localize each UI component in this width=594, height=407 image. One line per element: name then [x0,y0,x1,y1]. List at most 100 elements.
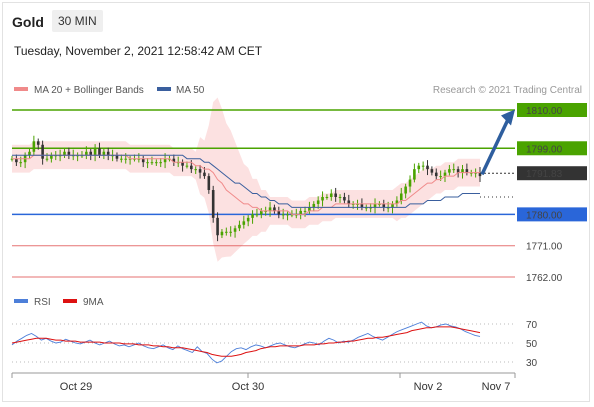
candle-body-67 [303,210,307,212]
candle-body-49 [225,231,228,233]
timestamp: Tuesday, November 2, 2021 12:58:42 AM CE… [14,44,263,58]
candle-body-41 [190,165,193,170]
x-tick-label-2: Nov 2 [414,381,443,393]
candle-body-74 [334,193,337,197]
ma20-legend-label: MA 20 + Bollinger Bands [34,85,144,96]
candle-body-85 [382,203,386,208]
candle-body-92 [413,169,416,180]
candle-body-28 [133,158,136,160]
ma50-line [12,154,480,208]
candle-body-16 [80,155,84,157]
rsi-ytick-30: 30 [526,358,538,369]
candle-body-107 [478,172,482,177]
candle-body-0 [10,158,14,160]
candle-body-42 [194,169,198,171]
candle-body-96 [430,169,434,173]
candle-body-13 [67,151,71,156]
candle-body-34 [159,162,163,164]
candle-body-53 [242,221,246,225]
candle-body-95 [426,165,429,170]
level-label-3: 1771.00 [526,242,563,253]
rsi-ytick-70: 70 [526,320,538,331]
candle-body-35 [163,158,167,163]
candle-body-66 [299,210,302,215]
candle-body-17 [85,151,88,156]
level-badge-1 [517,141,587,156]
candle-body-56 [255,214,259,216]
candle-body-57 [260,210,263,215]
candle-body-100 [448,169,451,173]
candle-body-55 [251,214,254,218]
candle-body-99 [443,172,447,177]
forecast-arrow-shaft [480,118,510,176]
rsi-legend-label: RSI [34,297,51,308]
candle-body-24 [115,155,119,159]
candle-body-86 [386,207,390,209]
candle-body-81 [364,207,368,209]
level-label-1: 1799.00 [526,144,563,155]
candle-body-83 [373,203,377,208]
candle-body-15 [76,155,79,157]
rsi-legend-swatch [14,299,28,303]
ma50-legend-swatch [157,87,171,91]
candle-body-76 [343,196,346,201]
candle-body-104 [465,169,469,173]
candle-body-105 [469,172,473,174]
candle-body-45 [207,176,211,191]
candle-body-29 [137,158,141,160]
rsi-line [11,321,481,364]
candle-body-22 [106,151,110,156]
level-badge-0 [517,103,587,117]
candle-body-44 [203,172,206,177]
x-tick-label-0: Oct 29 [60,381,92,393]
level-label-0: 1810.00 [526,106,563,117]
timeframe-badge[interactable]: 30 MIN [52,10,103,32]
candle-body-39 [181,162,184,166]
candle-body-98 [439,176,442,178]
candle-body-7 [41,144,44,159]
candle-body-43 [198,169,202,173]
candle-body-27 [128,158,132,160]
candle-body-2 [19,162,23,164]
ma20-legend-swatch [14,87,28,91]
candle-body-59 [268,207,272,211]
candle-body-72 [325,196,329,198]
candle-body-68 [308,207,311,211]
ma9-line [11,326,481,357]
candle-body-51 [233,228,237,232]
candle-body-91 [408,179,412,187]
candle-body-47 [216,217,219,236]
candle-body-89 [399,193,403,201]
candle-body-80 [360,203,364,208]
current-price-label: 1791.83 [526,169,563,180]
candle-body-87 [391,203,394,208]
candle-body-88 [395,200,399,204]
candle-body-23 [111,155,114,157]
candle-body-20 [98,148,101,156]
candle-body-50 [229,231,232,233]
candle-body-61 [277,210,281,215]
instrument-title: Gold [12,14,44,30]
current-price-badge [517,166,587,181]
candle-body-9 [50,155,53,159]
ma50-legend-label: MA 50 [176,85,205,96]
candle-body-19 [93,148,97,156]
candle-body-73 [329,193,333,197]
candle-body-10 [54,155,58,157]
candle-body-4 [28,151,31,156]
candle-body-82 [369,207,372,209]
candle-body-40 [185,165,189,167]
candle-body-25 [120,158,123,160]
level-badge-2 [517,207,587,222]
candle-body-21 [102,151,106,156]
candle-body-31 [146,162,149,164]
candle-body-106 [474,172,477,174]
candle-body-54 [246,217,250,222]
candle-body-63 [286,214,289,216]
candle-body-75 [338,196,342,198]
candle-body-8 [45,158,49,160]
candle-body-103 [461,169,464,173]
candle-body-97 [434,172,438,177]
x-tick-label-3: Nov 7 [482,381,511,393]
candle-body-78 [351,203,355,205]
